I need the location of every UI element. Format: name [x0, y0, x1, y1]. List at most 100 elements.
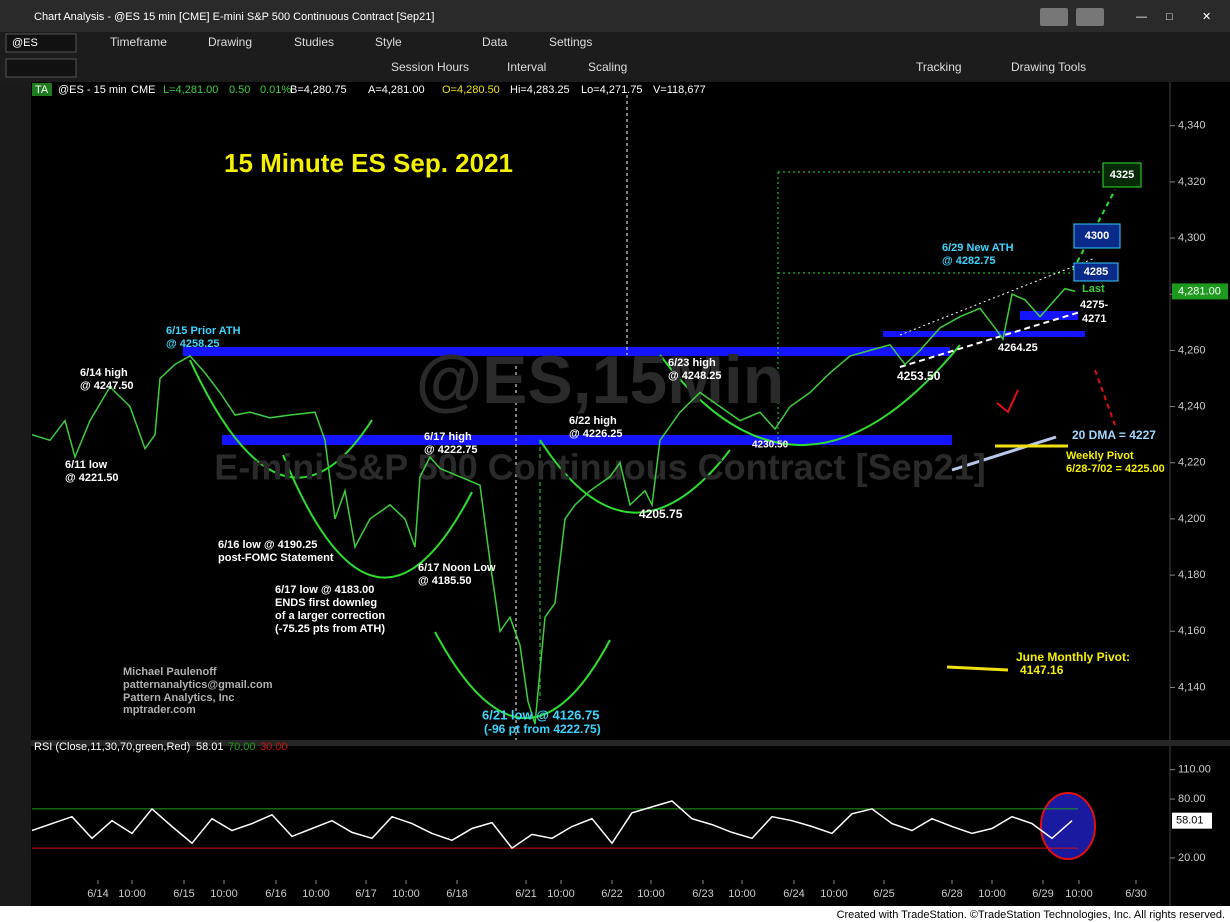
drawings [183, 95, 1142, 860]
rsi-line [31, 800, 1073, 850]
x-tick-label: 6/29 [1032, 888, 1053, 900]
y-tick-label: 4,340 [1178, 120, 1206, 132]
y-tick-label: 4,240 [1178, 400, 1206, 412]
window-button[interactable] [1076, 8, 1104, 26]
annotation: 4271 [1082, 313, 1106, 325]
x-tick-label: 6/28 [941, 888, 962, 900]
annotation: 6/17 low @ 4183.00 [275, 584, 374, 596]
panel-divider [31, 740, 1230, 746]
interval-box[interactable] [5, 58, 77, 78]
last-rsi-label: 58.01 [1176, 815, 1204, 827]
window-button[interactable] [1040, 8, 1068, 26]
x-tick-label: 10:00 [547, 888, 575, 900]
annotation: 6/29 New ATH [942, 242, 1014, 254]
toolbar-item[interactable]: Drawing Tools [1011, 60, 1086, 74]
annotation: 4275- [1080, 299, 1108, 311]
target-box [1073, 223, 1121, 249]
annotation: 20 DMA = 4227 [1072, 428, 1156, 442]
toolbar-item[interactable]: Style [375, 35, 402, 49]
arc [189, 359, 373, 479]
y-tick-label: 110.00 [1178, 764, 1211, 776]
annotation: 6/23 high [668, 357, 716, 369]
annotation: 4264.25 [998, 342, 1038, 354]
arc [659, 344, 961, 447]
annotation: Michael Paulenoff [123, 666, 217, 678]
annotation: @ 4247.50 [80, 380, 134, 392]
toolbar-item[interactable]: Timeframe [110, 35, 167, 49]
symbol[interactable]: @ES [12, 37, 38, 49]
check-mark [996, 389, 1019, 414]
annotation: @ 4185.50 [418, 575, 472, 587]
annotation: @ 4221.50 [65, 472, 119, 484]
annotation: 6/14 high [80, 367, 128, 379]
x-tick-label: 6/30 [1125, 888, 1146, 900]
toolbar-item[interactable]: Tracking [916, 60, 962, 74]
minimize[interactable]: — [1136, 11, 1147, 23]
annotation: mptrader.com [123, 704, 196, 716]
annotation: @ 4226.25 [569, 428, 623, 440]
annotation: Weekly Pivot [1066, 450, 1134, 462]
toolbar-item[interactable]: Session Hours [391, 60, 469, 74]
annotation: 6/22 high [569, 415, 617, 427]
toolbar-item[interactable]: Studies [294, 35, 334, 49]
annotation: Pattern Analytics, Inc [123, 692, 234, 704]
annotation: patternanalytics@gmail.com [123, 679, 273, 691]
pivot-line [946, 665, 1009, 672]
rsi-value: 58.01 [196, 741, 224, 753]
annotation: (-96 pt from 4222.75) [484, 722, 601, 736]
toolbar-item[interactable]: Scaling [588, 60, 627, 74]
arc [282, 454, 473, 579]
watermark: @ES,15Min [416, 342, 785, 418]
annotation: 4230.50 [752, 440, 789, 451]
target-box [1102, 162, 1142, 188]
y-tick-label: 4,180 [1178, 569, 1206, 581]
annotation: of a larger correction [275, 610, 385, 622]
toolbar-item[interactable]: Drawing [208, 35, 252, 49]
maximize[interactable]: □ [1166, 11, 1173, 23]
x-tick-label: 6/18 [446, 888, 467, 900]
toolbar-item[interactable]: Interval [507, 60, 546, 74]
x-tick-label: 6/22 [601, 888, 622, 900]
quote-field: Hi=4,283.25 [510, 84, 570, 96]
quote-field: L=4,281.00 [163, 84, 218, 96]
y-tick-label: 4,200 [1178, 513, 1206, 525]
annotation: @ 4248.25 [668, 370, 722, 382]
support-band [222, 435, 952, 445]
x-tick-label: 6/17 [355, 888, 376, 900]
x-tick-label: 10:00 [302, 888, 330, 900]
annotation: 6/11 low [65, 459, 108, 471]
toolbar-item[interactable]: Settings [549, 35, 592, 49]
x-tick-label: 10:00 [210, 888, 238, 900]
close[interactable]: ✕ [1202, 11, 1211, 23]
window-title: Chart Analysis - @ES 15 min [CME] E-mini… [34, 11, 434, 23]
target-box [1073, 262, 1119, 282]
arc [434, 631, 611, 719]
annotation: 6/17 Noon Low [418, 562, 496, 574]
x-tick-label: 10:00 [728, 888, 756, 900]
price-axis-bg [1170, 82, 1230, 906]
last-price-box [1172, 283, 1228, 300]
x-tick-label: 10:00 [637, 888, 665, 900]
x-tick-label: 10:00 [1065, 888, 1093, 900]
x-tick-label: 10:00 [820, 888, 848, 900]
footer: Created with TradeStation. ©TradeStation… [837, 909, 1225, 921]
annotation: 4147.16 [1020, 663, 1064, 677]
symbol-box[interactable] [5, 33, 77, 53]
title-bar [0, 0, 1230, 32]
toolbar-item[interactable]: Data [482, 35, 508, 49]
annotation: 6/15 Prior ATH [166, 325, 241, 337]
highlight [1040, 792, 1096, 860]
level-label: 30.00 [260, 741, 288, 753]
annotation: @ 4222.75 [424, 444, 478, 456]
x-tick-label: 6/25 [873, 888, 894, 900]
y-tick-label: 4,140 [1178, 681, 1206, 693]
target-lines [777, 171, 1100, 440]
quote-field: TA [35, 84, 49, 96]
last-rsi-box [1172, 812, 1212, 829]
trendline [899, 311, 1081, 368]
annotation: @ 4258.25 [166, 338, 220, 350]
x-tick-label: 6/14 [87, 888, 108, 900]
annotation: Last [1082, 283, 1105, 295]
annotation: 6/28-7/02 = 4225.00 [1066, 463, 1165, 475]
